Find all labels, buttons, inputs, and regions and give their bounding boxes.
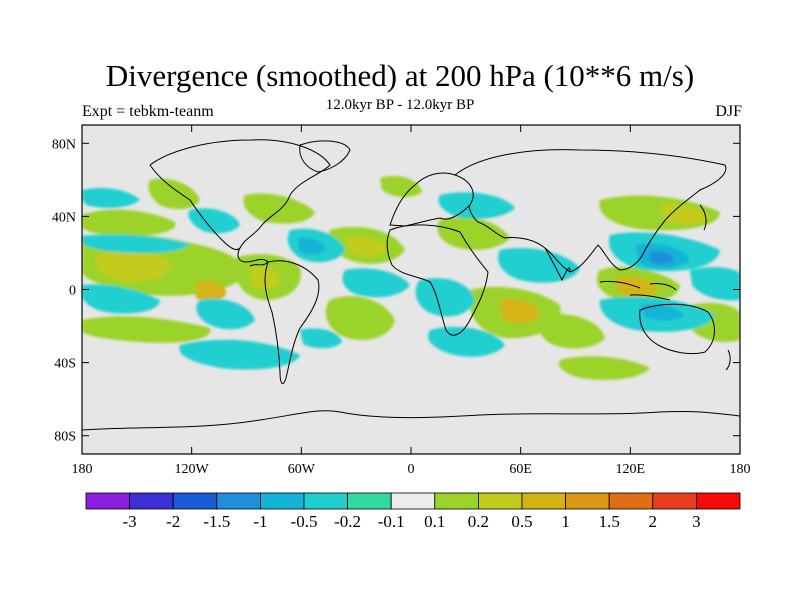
field-blob-positive — [345, 236, 388, 257]
field-blob-positive — [82, 209, 176, 236]
field-blob-negative — [82, 234, 190, 254]
colorbar-swatch — [521, 492, 566, 510]
x-tick-label: 60E — [509, 462, 532, 477]
field-blob-negative — [82, 188, 140, 208]
colorbar-swatch — [303, 492, 348, 510]
colorbar-label: 0.2 — [468, 512, 489, 531]
field-blob-negative — [690, 267, 740, 301]
field-blob-positive — [95, 250, 171, 282]
colorbar-swatch — [652, 492, 697, 510]
field-blob-negative — [82, 284, 160, 314]
colorbar-label: -0.1 — [378, 512, 405, 531]
coastline-north-america — [149, 139, 331, 267]
field-blob-negative — [640, 304, 684, 321]
colorbar-swatch — [216, 492, 261, 510]
colorbar-swatch — [434, 492, 479, 510]
coastline-africa — [386, 224, 489, 336]
colorbar-label: -1 — [253, 512, 267, 531]
colorbar-label: 2 — [649, 512, 658, 531]
y-tick-label: 0 — [69, 284, 76, 299]
y-axis: 80N 40N 0 40S 80S — [52, 137, 740, 445]
field-blob-negative — [650, 251, 674, 264]
x-tick-label: 180 — [730, 462, 751, 477]
field-blob-positive — [148, 178, 200, 210]
field-blob-positive — [380, 175, 422, 198]
coastlines — [82, 139, 740, 431]
colorbar: -3 -2 -1.5 -1 -0.5 -0.2 -0.1 0.1 0.2 0.5 1 1.5 2 3 — [85, 492, 741, 531]
field-blob-positive — [558, 356, 650, 380]
coastline-new-zealand — [725, 349, 731, 371]
y-tick-label: 40S — [54, 357, 76, 372]
field-blob-positive — [437, 217, 510, 250]
coastline-south-america — [264, 260, 320, 385]
colorbar-swatch — [390, 492, 436, 510]
colorbar-label: -0.5 — [291, 512, 318, 531]
coastline-australia — [639, 303, 715, 355]
experiment-label: Expt = tebkm-teanm — [82, 103, 214, 120]
field-blob-negative — [415, 278, 475, 317]
field-blob-positive — [195, 280, 227, 302]
field-blob-negative — [342, 268, 410, 298]
colorbar-label: -3 — [123, 512, 137, 531]
colorbar-swatch — [172, 492, 218, 510]
x-tick-label: 120E — [616, 462, 646, 477]
period-label: 12.0kyr BP - 12.0kyr BP — [325, 97, 475, 113]
field-blob-negative — [438, 192, 515, 219]
field-blob-positive — [537, 313, 605, 349]
colorbar-swatch — [347, 492, 392, 510]
x-tick-label: 120W — [175, 462, 210, 477]
field-blob-negative — [196, 298, 255, 330]
colorbar-swatch — [565, 492, 610, 510]
coastline-europe — [389, 172, 474, 227]
field-blob-positive — [82, 316, 211, 343]
field-blob-positive — [243, 193, 315, 224]
field-blob-negative — [179, 339, 300, 370]
coastline-north-america-west — [149, 164, 241, 251]
field-blob-negative — [300, 328, 342, 349]
colorbar-label: -0.2 — [334, 512, 361, 531]
season-label: DJF — [715, 103, 742, 120]
colorbar-swatch — [696, 492, 741, 510]
field-blob-negative — [298, 237, 326, 255]
y-tick-label: 40N — [52, 210, 76, 225]
coastline-india — [544, 247, 571, 282]
colorbar-label: 0.1 — [424, 512, 445, 531]
coastline-greenland — [299, 140, 351, 173]
colorbar-label: -2 — [166, 512, 180, 531]
x-tick-label: 0 — [408, 462, 415, 477]
coastline-asia — [454, 149, 727, 273]
y-tick-label: 80S — [54, 430, 76, 445]
map-title: Divergence (smoothed) at 200 hPa (10**6 … — [105, 58, 695, 93]
coastline-japan — [699, 204, 707, 231]
colorbar-label: 1.5 — [599, 512, 620, 531]
colorbar-label: -1.5 — [203, 512, 230, 531]
field-blob-negative — [188, 208, 240, 234]
colorbar-label: 0.5 — [511, 512, 532, 531]
field-blob-negative — [428, 326, 505, 357]
coastline-indonesia — [599, 281, 677, 301]
y-tick-label: 80N — [52, 137, 76, 152]
x-axis: 180 120W 60W 0 60E 120E 180 — [72, 125, 751, 477]
colorbar-swatch — [608, 492, 654, 510]
x-tick-label: 60W — [288, 462, 316, 477]
colorbar-swatch — [129, 492, 174, 510]
colorbar-label: 1 — [561, 512, 570, 531]
divergence-field — [82, 175, 740, 380]
field-blob-positive — [325, 296, 395, 340]
x-tick-label: 180 — [72, 462, 93, 477]
colorbar-swatch — [477, 492, 523, 510]
coastline-antarctica — [82, 410, 740, 431]
field-blob-positive — [500, 298, 540, 324]
colorbar-swatch — [259, 492, 305, 510]
field-blob-positive — [660, 204, 710, 225]
colorbar-label: 3 — [692, 512, 701, 531]
colorbar-swatch — [85, 492, 130, 510]
